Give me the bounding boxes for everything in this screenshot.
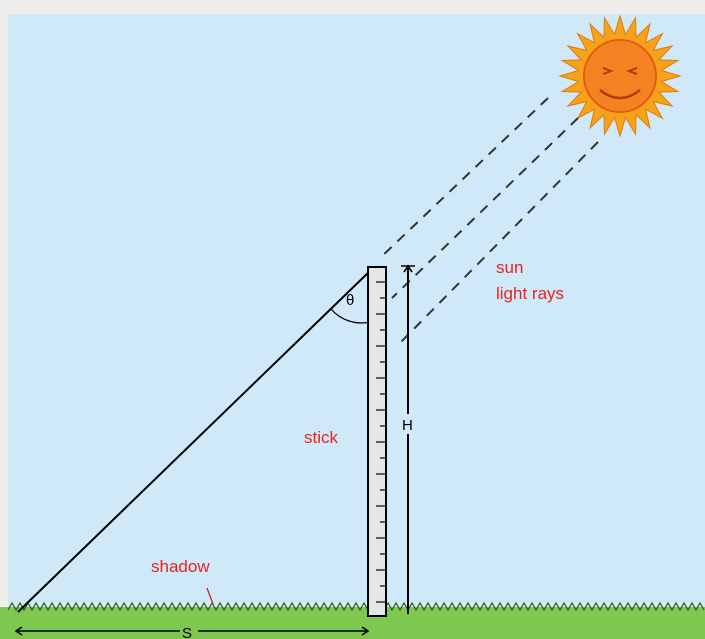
sun-label: sun (496, 258, 523, 277)
shadow-length-label: S (182, 625, 192, 639)
height-label: H (402, 417, 413, 434)
page: {"labels": {"angle": "θ", "sun": "sun", … (0, 0, 705, 639)
diagram: θ sun light rays stick H shadow S (0, 0, 705, 639)
shadow-label: shadow (151, 557, 210, 576)
stick-label: stick (304, 428, 339, 447)
angle-label: θ (346, 292, 354, 309)
light-rays-label: light rays (496, 284, 564, 303)
ground (0, 607, 705, 639)
